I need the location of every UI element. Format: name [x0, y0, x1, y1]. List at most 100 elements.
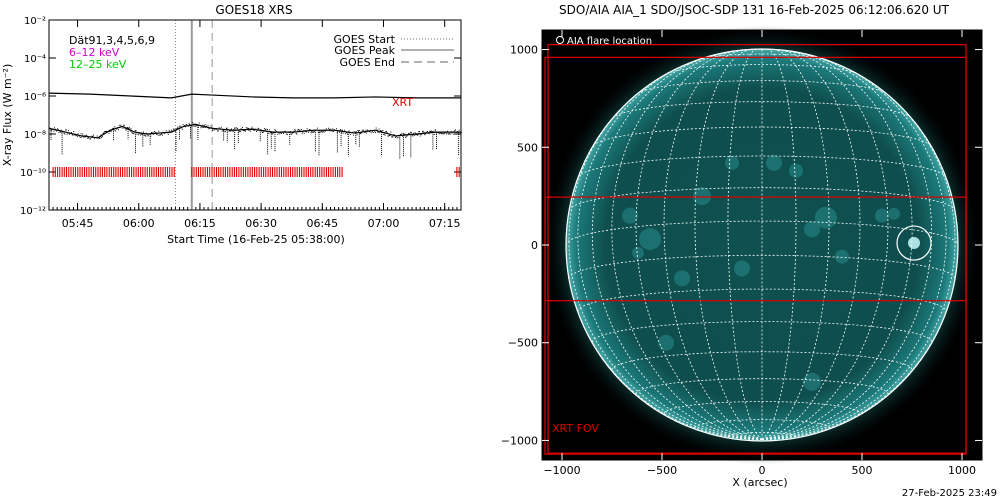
- x-tick-label: 06:00: [123, 217, 155, 230]
- latitude-line: [568, 254, 956, 279]
- active-region: [734, 260, 750, 277]
- goes-plot-area: 05:45 06:00 06:15 06:30 06:45 07:00 07:15 10⁻² 1…: [20, 16, 462, 230]
- longitude-line: [761, 49, 889, 440]
- longitude-line: [761, 49, 830, 440]
- legend-goes-end: GOES End: [339, 56, 395, 69]
- legend-flare-marker: [556, 36, 564, 44]
- active-region: [766, 154, 782, 171]
- longitude-line: [761, 244, 958, 440]
- goes-panel: GOES18 XRS 05:45 06:00 06:15 06:30 06:45 07:0…: [1, 3, 462, 246]
- y-tick-label: 10⁻²: [24, 16, 46, 27]
- latitude-line: [698, 53, 826, 60]
- goes-plot-frame: [48, 19, 462, 211]
- latitude-line: [727, 432, 797, 437]
- flare-location-circle: [896, 225, 932, 261]
- longitude-line: [761, 49, 861, 440]
- latitude-line: [592, 126, 932, 146]
- legend-low-channel: 6–12 keV: [69, 46, 120, 59]
- longitude-line: [663, 49, 763, 440]
- y-tick-label: 10⁻⁴: [24, 54, 46, 65]
- short-channel-dropouts: [50, 125, 460, 160]
- footer-timestamp: 27-Feb-2025 23:49: [902, 488, 997, 499]
- x-tick-label: −500: [647, 464, 677, 477]
- x-tick-label: 06:30: [245, 217, 277, 230]
- longitude-line: [611, 51, 763, 440]
- longitude-line: [727, 49, 763, 440]
- active-region: [875, 208, 889, 223]
- xrt-fov-label: XRT FOV: [552, 422, 599, 435]
- x-tick-label: 1000: [948, 464, 976, 477]
- longitude-line: [591, 53, 763, 440]
- latitude-line: [694, 419, 830, 428]
- legend-goes-peak: GOES Peak: [334, 44, 395, 57]
- longitude-line: [566, 244, 763, 440]
- active-region: [835, 249, 849, 264]
- latitude-line: [568, 187, 956, 211]
- short-channel-points: [49, 122, 462, 140]
- latitude-line: [591, 321, 933, 343]
- latitude-line: [611, 351, 913, 370]
- xrt-coverage-ticks: [52, 167, 460, 177]
- latitude-line: [663, 401, 861, 414]
- x-tick-label: 06:45: [306, 217, 338, 230]
- x-tick-label: −1000: [543, 464, 580, 477]
- active-region: [632, 246, 644, 259]
- longitude-line: [761, 53, 933, 440]
- latitude-line: [635, 378, 889, 395]
- aia-panel: SDO/AIA AIA_1 SDO/JSOC-SDP 131 16-Feb-20…: [501, 3, 983, 489]
- y-tick-label: 500: [517, 141, 538, 154]
- flare-brightening: [908, 237, 920, 250]
- longitude-line: [761, 49, 797, 440]
- active-region: [658, 334, 674, 351]
- legend-flare-location: AIA flare location: [567, 36, 652, 47]
- x-tick-label: 0: [759, 464, 766, 477]
- x-tick-label: 05:45: [62, 217, 94, 230]
- solar-disk: [566, 49, 958, 441]
- latitude-line: [637, 80, 887, 94]
- active-region: [804, 221, 820, 238]
- goes-x-label: Start Time (16-Feb-25 05:38:00): [167, 233, 345, 246]
- y-tick-label: 10⁻⁶: [24, 92, 46, 103]
- active-region: [725, 155, 739, 170]
- solar-limb: [565, 48, 959, 442]
- active-region: [815, 206, 837, 229]
- aia-x-label: X (arcsec): [732, 476, 787, 489]
- x-tick-label: 07:15: [429, 217, 461, 230]
- active-region: [888, 207, 900, 220]
- active-region: [693, 187, 711, 206]
- aia-title: SDO/AIA AIA_1 SDO/JSOC-SDP 131 16-Feb-20…: [559, 3, 950, 17]
- goes-title: GOES18 XRS: [215, 3, 292, 17]
- active-regions: [622, 154, 920, 391]
- active-region: [622, 207, 638, 224]
- latitude-line: [566, 220, 958, 246]
- goes-y-label: X-ray Flux (W m⁻²): [1, 64, 14, 166]
- long-channel-series: [48, 92, 461, 99]
- active-region: [674, 270, 690, 287]
- xrt-label: XRT: [392, 96, 413, 109]
- longitude-line: [577, 59, 763, 440]
- x-tick-label: 06:15: [184, 217, 216, 230]
- active-region: [803, 372, 821, 391]
- legend-high-channel: 12–25 keV: [69, 58, 127, 71]
- y-tick-label: 10⁻⁸: [24, 130, 46, 141]
- longitude-line: [761, 51, 913, 440]
- y-tick-label: 0: [531, 239, 538, 252]
- xrt-fov-strip: [544, 196, 967, 302]
- legend-instrument: Dät91,3,4,5,6,9: [69, 34, 155, 47]
- y-tick-label: 1000: [510, 44, 538, 57]
- legend-goes-start: GOES Start: [334, 33, 396, 46]
- aia-image-area: −1000 −500 0 500 1000 1000 500 0 −500 −1000: [501, 25, 983, 477]
- active-region: [789, 163, 803, 178]
- x-tick-label: 500: [852, 464, 873, 477]
- y-tick-label: 10⁻¹²: [20, 206, 46, 217]
- latitude-line: [612, 101, 912, 119]
- y-tick-label: 10⁻¹⁰: [20, 168, 46, 179]
- longitude-line: [761, 59, 947, 440]
- longitude-line: [635, 49, 763, 440]
- x-tick-label: 07:00: [368, 217, 400, 230]
- y-tick-label: −500: [508, 337, 538, 350]
- longitude-line: [694, 49, 763, 440]
- active-region: [639, 228, 661, 251]
- y-tick-label: −1000: [501, 434, 538, 447]
